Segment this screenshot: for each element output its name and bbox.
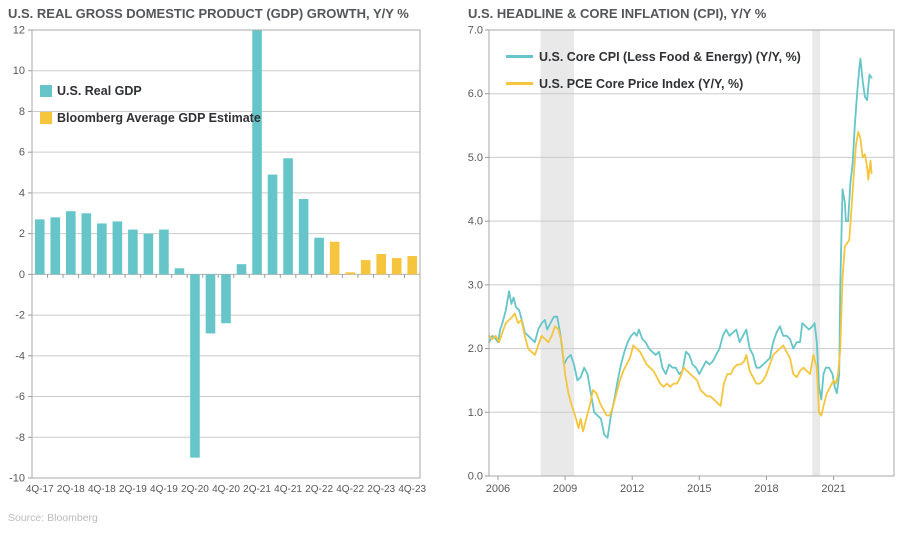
svg-text:2009: 2009 [553, 483, 577, 495]
svg-text:2Q-23: 2Q-23 [367, 484, 395, 495]
gdp-estimate-legend-label: Bloomberg Average GDP Estimate [57, 110, 261, 125]
gdp-bar-4Q-17 [34, 219, 45, 275]
svg-text:7.0: 7.0 [468, 25, 483, 37]
gdp-bars [34, 30, 418, 458]
cpi-x-axis-labels: 2006 2009 2012 2015 2018 2021 [486, 483, 846, 495]
svg-text:0.0: 0.0 [468, 471, 483, 483]
svg-text:8: 8 [19, 106, 25, 118]
svg-text:-8: -8 [15, 432, 25, 444]
svg-text:2Q-20: 2Q-20 [181, 484, 209, 495]
svg-text:2.0: 2.0 [468, 343, 483, 355]
svg-text:2Q-19: 2Q-19 [119, 484, 147, 495]
gdp-bar-2Q-19 [128, 229, 138, 275]
gdp-bar-1Q-22 [298, 199, 309, 275]
svg-text:5.0: 5.0 [468, 152, 483, 164]
svg-text:1.0: 1.0 [468, 407, 483, 419]
core-cpi-line [488, 57, 873, 439]
cpi-y-axis-labels: 7.0 6.0 5.0 4.0 3.0 2.0 1.0 0.0 [468, 25, 483, 483]
svg-text:4Q-20: 4Q-20 [212, 484, 240, 495]
gdp-bar-3Q-23 [391, 258, 402, 275]
gdp-legend-item-actual: U.S. Real GDP [40, 77, 261, 104]
gdp-bar-4Q-20 [221, 274, 231, 324]
cpi-recession-bands [540, 30, 821, 476]
svg-text:4Q-17: 4Q-17 [26, 484, 54, 495]
gdp-bar-4Q-21 [283, 158, 293, 275]
svg-text:3.0: 3.0 [468, 279, 483, 291]
gdp-bar-2Q-21 [252, 30, 262, 275]
gdp-plot-border [31, 29, 421, 479]
svg-text:4Q-18: 4Q-18 [88, 484, 116, 495]
gdp-estimate-bars [329, 241, 418, 275]
cpi-ticks [485, 29, 835, 480]
svg-text:-4: -4 [15, 350, 25, 362]
svg-text:-2: -2 [15, 310, 25, 322]
gdp-bar-2Q-18 [66, 211, 76, 275]
gdp-bar-4Q-18 [97, 223, 107, 275]
gdp-bar-4Q-22 [345, 272, 355, 275]
svg-text:0: 0 [19, 269, 25, 281]
cpi-series-lines [488, 57, 873, 439]
svg-text:4: 4 [19, 187, 25, 199]
gdp-estimate-swatch-icon [40, 111, 52, 124]
svg-text:4Q-19: 4Q-19 [150, 484, 178, 495]
core-pce-line-swatch-icon [506, 82, 533, 85]
gdp-bar-3Q-22 [329, 241, 340, 275]
svg-text:4.0: 4.0 [468, 216, 483, 228]
gdp-bar-2Q-23 [376, 254, 386, 275]
svg-text:6: 6 [19, 147, 25, 159]
cpi-legend-item-core-cpi: U.S. Core CPI (Less Food & Energy) (Y/Y,… [506, 43, 801, 70]
gdp-bar-3Q-19 [143, 233, 154, 275]
gdp-y-axis-labels: 12 10 8 6 4 2 0 -2 -4 -6 -8 -10 [9, 25, 25, 485]
gdp-ticks [28, 29, 421, 479]
svg-text:4Q-22: 4Q-22 [336, 484, 364, 495]
svg-text:2018: 2018 [754, 483, 778, 495]
gdp-actual-legend-label: U.S. Real GDP [57, 83, 142, 98]
core-pce-legend-label: U.S. PCE Core Price Index (Y/Y, %) [539, 76, 744, 91]
gdp-bar-2Q-22 [314, 237, 324, 275]
core-pce-line [488, 130, 873, 433]
gdp-bar-3Q-20 [205, 274, 216, 334]
svg-text:6.0: 6.0 [468, 88, 483, 100]
svg-text:2Q-18: 2Q-18 [57, 484, 85, 495]
gdp-bar-1Q-21 [236, 264, 247, 275]
svg-text:4Q-23: 4Q-23 [398, 484, 426, 495]
svg-text:12: 12 [13, 25, 25, 37]
source-note: Source: Bloomberg [8, 512, 98, 524]
svg-text:4Q-21: 4Q-21 [274, 484, 302, 495]
cpi-legend-item-core-pce: U.S. PCE Core Price Index (Y/Y, %) [506, 70, 801, 97]
gdp-bar-3Q-18 [81, 213, 92, 275]
core-cpi-line-swatch-icon [506, 55, 533, 58]
svg-text:2015: 2015 [687, 483, 711, 495]
gdp-bar-3Q-21 [267, 174, 278, 275]
gdp-bar-1Q-23 [360, 260, 371, 275]
gdp-legend: U.S. Real GDP Bloomberg Average GDP Esti… [40, 77, 261, 131]
svg-text:2006: 2006 [486, 483, 510, 495]
gdp-bar-1Q-19 [112, 221, 123, 275]
svg-text:2021: 2021 [821, 483, 845, 495]
cpi-chart-title: U.S. HEADLINE & CORE INFLATION (CPI), Y/… [468, 6, 767, 21]
gdp-bar-1Q-20 [174, 268, 185, 275]
svg-text:-6: -6 [15, 391, 25, 403]
cpi-plot-border [488, 29, 895, 477]
core-cpi-legend-label: U.S. Core CPI (Less Food & Energy) (Y/Y,… [539, 49, 801, 64]
svg-text:10: 10 [13, 65, 25, 77]
gdp-actual-swatch-icon [40, 84, 52, 97]
gdp-bar-4Q-23 [407, 256, 418, 275]
svg-text:2Q-22: 2Q-22 [305, 484, 333, 495]
svg-text:-10: -10 [9, 473, 25, 485]
cpi-legend: U.S. Core CPI (Less Food & Energy) (Y/Y,… [506, 43, 801, 97]
svg-text:2: 2 [19, 228, 25, 240]
gdp-legend-item-estimate: Bloomberg Average GDP Estimate [40, 104, 261, 131]
gdp-bar-2Q-20 [190, 274, 200, 458]
svg-text:2Q-21: 2Q-21 [243, 484, 271, 495]
svg-text:2012: 2012 [620, 483, 644, 495]
gdp-chart-title: U.S. REAL GROSS DOMESTIC PRODUCT (GDP) G… [8, 6, 409, 21]
gdp-bar-1Q-18 [50, 217, 61, 275]
gdp-actual-bars [34, 30, 324, 458]
gdp-x-axis-labels: 4Q-17 2Q-18 4Q-18 2Q-19 4Q-19 2Q-20 4Q-20 2Q-21… [26, 484, 427, 495]
gdp-bar-4Q-19 [159, 229, 169, 275]
